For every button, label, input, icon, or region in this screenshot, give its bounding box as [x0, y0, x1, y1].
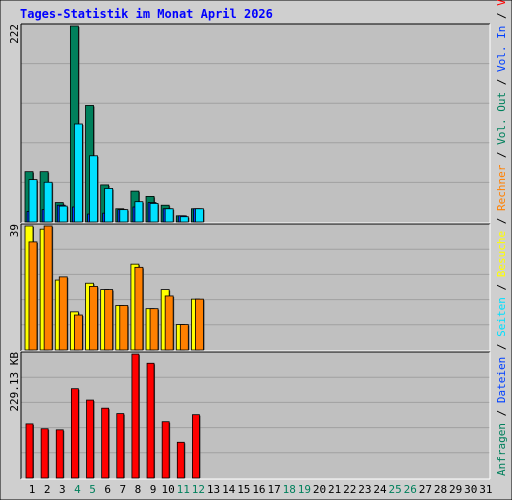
legend-entry: Dateien: [495, 357, 508, 403]
legend-entry: Vol. Out: [495, 92, 508, 145]
volume-bar: [55, 429, 64, 479]
x-tick-label-day-21: 21: [328, 483, 341, 496]
x-tick-label-day-29: 29: [449, 483, 462, 496]
x-tick-label-day-14: 14: [222, 483, 236, 496]
sites-bar: [58, 276, 68, 351]
x-tick-label-day-27: 27: [419, 483, 432, 496]
x-axis-day-labels: 1 2 3 4 5 6 7 8 9 10 11 12 13 14 15 16 17 18 19 20 21 22 23 24 2…: [29, 483, 493, 496]
x-tick-label-day-11: 11: [177, 483, 190, 496]
pages-bar: [179, 216, 189, 223]
sites-bar: [89, 286, 98, 351]
gridlines: [21, 63, 490, 454]
series-legend: Anfragen / Dateien / Seiten / Besuche / …: [495, 0, 508, 476]
bottom-panel-plot: [21, 352, 490, 479]
middle-panel-plot: [21, 224, 490, 351]
pages-bar: [119, 209, 129, 223]
pages-bar: [43, 181, 53, 223]
legend-separator: /: [495, 145, 508, 165]
volume-bar: [101, 407, 110, 479]
top-panel-plot: [21, 24, 490, 223]
pages-bar: [73, 123, 83, 223]
x-tick-label-day-25: 25: [388, 483, 401, 496]
sites-bar: [28, 241, 38, 351]
volume-bar: [146, 362, 155, 479]
volume-bar: [116, 413, 125, 479]
x-tick-label-day-31: 31: [479, 483, 492, 496]
sites-bar: [104, 289, 114, 351]
pages-bar: [89, 155, 98, 223]
panel-frames: [20, 23, 491, 480]
pages-bar: [195, 208, 204, 223]
middle-panel-max-label: 39: [8, 224, 21, 237]
volume-bar: [25, 423, 34, 479]
sites-bar: [149, 308, 159, 351]
x-tick-label-day-9: 9: [150, 483, 157, 496]
bottom-panel-max-label: 229.13 KB: [8, 352, 21, 412]
pages-bar: [28, 179, 38, 223]
x-tick-label-day-23: 23: [358, 483, 371, 496]
sites-bar: [73, 314, 83, 351]
chart-title: Tages-Statistik im Monat April 2026: [20, 7, 273, 21]
sites-bar: [195, 298, 204, 351]
x-tick-label-day-3: 3: [59, 483, 66, 496]
x-tick-label-day-8: 8: [135, 483, 142, 496]
x-tick-label-day-22: 22: [343, 483, 356, 496]
legend-separator: /: [495, 211, 508, 231]
x-tick-label-day-28: 28: [434, 483, 447, 496]
legend-entry: Anfragen: [495, 423, 508, 476]
x-tick-label-day-15: 15: [237, 483, 250, 496]
sites-bar: [119, 305, 129, 351]
pages-bar: [134, 201, 144, 223]
chart-bars: [24, 25, 205, 479]
x-tick-label-day-24: 24: [373, 483, 387, 496]
legend-separator: /: [495, 277, 508, 297]
x-tick-label-day-7: 7: [119, 483, 126, 496]
legend-separator: /: [495, 6, 508, 26]
x-tick-label-day-12: 12: [192, 483, 205, 496]
x-tick-label-day-18: 18: [283, 483, 296, 496]
x-tick-label-day-30: 30: [464, 483, 477, 496]
pages-bar: [149, 203, 159, 223]
x-tick-label-day-1: 1: [29, 483, 36, 496]
x-tick-label-day-10: 10: [162, 483, 175, 496]
sites-bar: [43, 225, 53, 351]
volume-bar: [192, 414, 200, 479]
x-tick-label-day-5: 5: [89, 483, 96, 496]
volume-bar: [176, 441, 185, 479]
pages-bar: [104, 188, 114, 223]
x-tick-label-day-13: 13: [207, 483, 220, 496]
x-tick-label-day-20: 20: [313, 483, 326, 496]
volume-bar: [70, 388, 79, 479]
x-tick-label-day-2: 2: [44, 483, 51, 496]
x-tick-label-day-4: 4: [74, 483, 81, 496]
pages-bar: [58, 205, 68, 223]
x-tick-label-day-19: 19: [298, 483, 311, 496]
volume-bar: [86, 399, 94, 479]
legend-entry: Rechner: [495, 164, 508, 211]
x-tick-label-day-16: 16: [252, 483, 265, 496]
pages-bar: [164, 208, 174, 223]
x-tick-label-day-6: 6: [104, 483, 111, 496]
legend-entry: Vol. In: [495, 26, 508, 72]
volume-bar: [131, 353, 140, 479]
legend-separator: /: [495, 403, 508, 423]
legend-entry: Seiten: [495, 297, 508, 337]
legend-separator: /: [495, 337, 508, 357]
legend-entry: Volumen: [495, 0, 508, 6]
volume-bar: [161, 421, 170, 479]
sites-bar: [179, 324, 189, 351]
legend-entry: Besuche: [495, 231, 508, 277]
x-tick-label-day-26: 26: [404, 483, 417, 496]
sites-bar: [134, 266, 144, 351]
x-tick-label-day-17: 17: [267, 483, 280, 496]
top-panel-max-label: 222: [8, 24, 21, 44]
sites-bar: [164, 295, 174, 351]
legend-separator: /: [495, 72, 508, 92]
volume-bar: [40, 428, 49, 479]
